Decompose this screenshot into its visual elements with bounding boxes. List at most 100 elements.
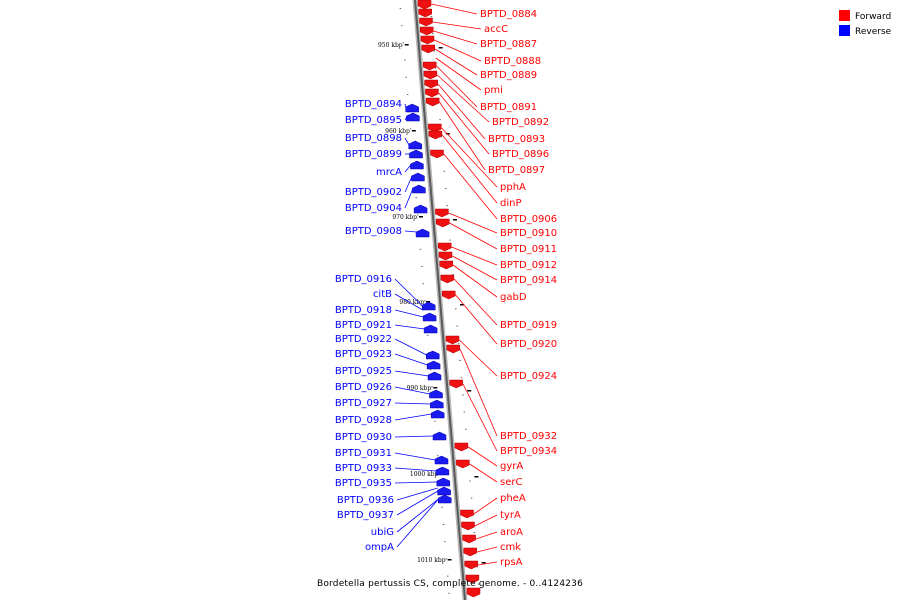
forward-gene-label[interactable]: rpsA xyxy=(500,557,523,568)
forward-gene-arrow[interactable] xyxy=(442,290,456,300)
forward-gene-label[interactable]: BPTD_0888 xyxy=(484,56,541,67)
forward-gene-label[interactable]: BPTD_0914 xyxy=(500,275,557,286)
reverse-gene-label[interactable]: BPTD_0921 xyxy=(335,320,392,331)
forward-gene-arrow[interactable] xyxy=(438,251,453,261)
reverse-gene-label[interactable]: BPTD_0895 xyxy=(345,115,402,126)
forward-gene-arrow[interactable] xyxy=(423,70,438,80)
reverse-gene-label[interactable]: BPTD_0894 xyxy=(345,99,402,110)
reverse-gene-arrow[interactable] xyxy=(413,204,428,214)
forward-gene-arrow[interactable] xyxy=(461,521,475,531)
forward-gene-arrow[interactable] xyxy=(420,26,434,36)
forward-gene-arrow[interactable] xyxy=(449,379,463,389)
forward-gene-arrow[interactable] xyxy=(445,335,460,345)
forward-gene-arrow[interactable] xyxy=(464,560,478,570)
reverse-gene-arrow[interactable] xyxy=(426,360,441,370)
reverse-gene-arrow[interactable] xyxy=(405,103,419,113)
forward-gene-label[interactable]: BPTD_0884 xyxy=(480,9,537,20)
forward-gene-arrow[interactable] xyxy=(421,44,435,54)
forward-gene-arrow[interactable] xyxy=(465,574,480,584)
forward-gene-arrow[interactable] xyxy=(418,8,432,18)
reverse-gene-label[interactable]: BPTD_0928 xyxy=(335,415,392,426)
forward-gene-label[interactable]: BPTD_0906 xyxy=(500,214,557,225)
reverse-gene-label[interactable]: mrcA xyxy=(376,167,402,178)
reverse-gene-label[interactable]: BPTD_0931 xyxy=(335,448,392,459)
forward-gene-arrow[interactable] xyxy=(417,0,432,10)
reverse-gene-arrow[interactable] xyxy=(422,312,437,322)
forward-gene-arrow[interactable] xyxy=(420,35,435,45)
forward-gene-label[interactable]: serC xyxy=(500,477,522,488)
reverse-gene-arrow[interactable] xyxy=(434,455,449,465)
reverse-gene-label[interactable]: BPTD_0902 xyxy=(345,187,402,198)
reverse-gene-label[interactable]: BPTD_0908 xyxy=(345,226,402,237)
forward-gene-label[interactable]: BPTD_0897 xyxy=(488,165,545,176)
reverse-gene-arrow[interactable] xyxy=(406,112,420,122)
forward-gene-arrow[interactable] xyxy=(428,130,443,140)
reverse-gene-label[interactable]: BPTD_0927 xyxy=(335,398,392,409)
reverse-gene-label[interactable]: BPTD_0930 xyxy=(335,432,392,443)
reverse-gene-arrow[interactable] xyxy=(415,228,430,238)
reverse-gene-arrow[interactable] xyxy=(430,409,445,419)
reverse-gene-arrow[interactable] xyxy=(410,160,424,170)
forward-gene-arrow[interactable] xyxy=(424,79,438,89)
forward-gene-label[interactable]: BPTD_0891 xyxy=(480,102,537,113)
forward-gene-arrow[interactable] xyxy=(422,61,437,71)
reverse-gene-arrow[interactable] xyxy=(427,371,442,381)
reverse-gene-arrow[interactable] xyxy=(411,172,425,182)
reverse-gene-label[interactable]: ubiG xyxy=(371,527,394,538)
forward-gene-label[interactable]: BPTD_0911 xyxy=(500,244,557,255)
forward-gene-arrow[interactable] xyxy=(463,547,477,557)
forward-gene-arrow[interactable] xyxy=(446,344,460,354)
reverse-gene-label[interactable]: BPTD_0916 xyxy=(335,274,392,285)
reverse-gene-label[interactable]: BPTD_0935 xyxy=(335,478,392,489)
reverse-gene-arrow[interactable] xyxy=(429,389,443,399)
forward-gene-label[interactable]: BPTD_0932 xyxy=(500,431,557,442)
forward-gene-arrow[interactable] xyxy=(438,242,452,252)
reverse-gene-label[interactable]: citB xyxy=(373,289,392,300)
forward-gene-arrow[interactable] xyxy=(466,587,481,598)
forward-gene-arrow[interactable] xyxy=(436,218,450,228)
forward-gene-label[interactable]: pheA xyxy=(500,493,526,504)
forward-gene-label[interactable]: BPTD_0919 xyxy=(500,320,557,331)
reverse-gene-label[interactable]: BPTD_0936 xyxy=(337,495,394,506)
forward-gene-arrow[interactable] xyxy=(462,534,476,544)
forward-gene-label[interactable]: aroA xyxy=(500,527,523,538)
forward-gene-arrow[interactable] xyxy=(456,459,470,469)
reverse-gene-label[interactable]: BPTD_0923 xyxy=(335,349,392,360)
forward-gene-label[interactable]: BPTD_0920 xyxy=(500,339,557,350)
forward-gene-label[interactable]: BPTD_0893 xyxy=(488,134,545,145)
forward-gene-arrow[interactable] xyxy=(430,149,444,159)
reverse-gene-label[interactable]: BPTD_0925 xyxy=(335,366,392,377)
forward-gene-arrow[interactable] xyxy=(454,442,469,452)
forward-gene-arrow[interactable] xyxy=(439,260,453,270)
forward-gene-label[interactable]: gabD xyxy=(500,292,527,303)
forward-gene-arrow[interactable] xyxy=(428,123,442,133)
reverse-gene-arrow[interactable] xyxy=(426,350,440,360)
forward-gene-label[interactable]: tyrA xyxy=(500,510,521,521)
forward-gene-arrow[interactable] xyxy=(425,97,440,107)
reverse-gene-label[interactable]: BPTD_0899 xyxy=(345,149,402,160)
forward-gene-arrow[interactable] xyxy=(440,274,455,284)
reverse-gene-arrow[interactable] xyxy=(435,466,450,476)
reverse-gene-arrow[interactable] xyxy=(408,140,422,150)
reverse-gene-label[interactable]: BPTD_0898 xyxy=(345,133,402,144)
reverse-gene-arrow[interactable] xyxy=(438,494,452,504)
reverse-gene-arrow[interactable] xyxy=(437,486,451,496)
forward-gene-label[interactable]: BPTD_0892 xyxy=(492,117,549,128)
forward-gene-label[interactable]: gyrA xyxy=(500,461,523,472)
forward-gene-arrow[interactable] xyxy=(460,509,474,519)
forward-gene-label[interactable]: dinP xyxy=(500,198,522,209)
forward-gene-label[interactable]: pphA xyxy=(500,182,526,193)
forward-gene-arrow[interactable] xyxy=(435,208,449,218)
reverse-gene-arrow[interactable] xyxy=(421,301,436,311)
forward-gene-arrow[interactable] xyxy=(419,17,433,27)
reverse-gene-label[interactable]: ompA xyxy=(365,542,394,553)
forward-gene-arrow[interactable] xyxy=(425,88,439,98)
reverse-gene-label[interactable]: BPTD_0922 xyxy=(335,334,392,345)
reverse-gene-label[interactable]: BPTD_0937 xyxy=(337,510,394,521)
forward-gene-label[interactable]: pmi xyxy=(484,85,503,96)
forward-gene-label[interactable]: BPTD_0912 xyxy=(500,260,557,271)
forward-gene-label[interactable]: cmk xyxy=(500,542,521,553)
reverse-gene-arrow[interactable] xyxy=(436,477,451,487)
reverse-gene-label[interactable]: BPTD_0933 xyxy=(335,463,392,474)
reverse-gene-arrow[interactable] xyxy=(423,324,438,334)
